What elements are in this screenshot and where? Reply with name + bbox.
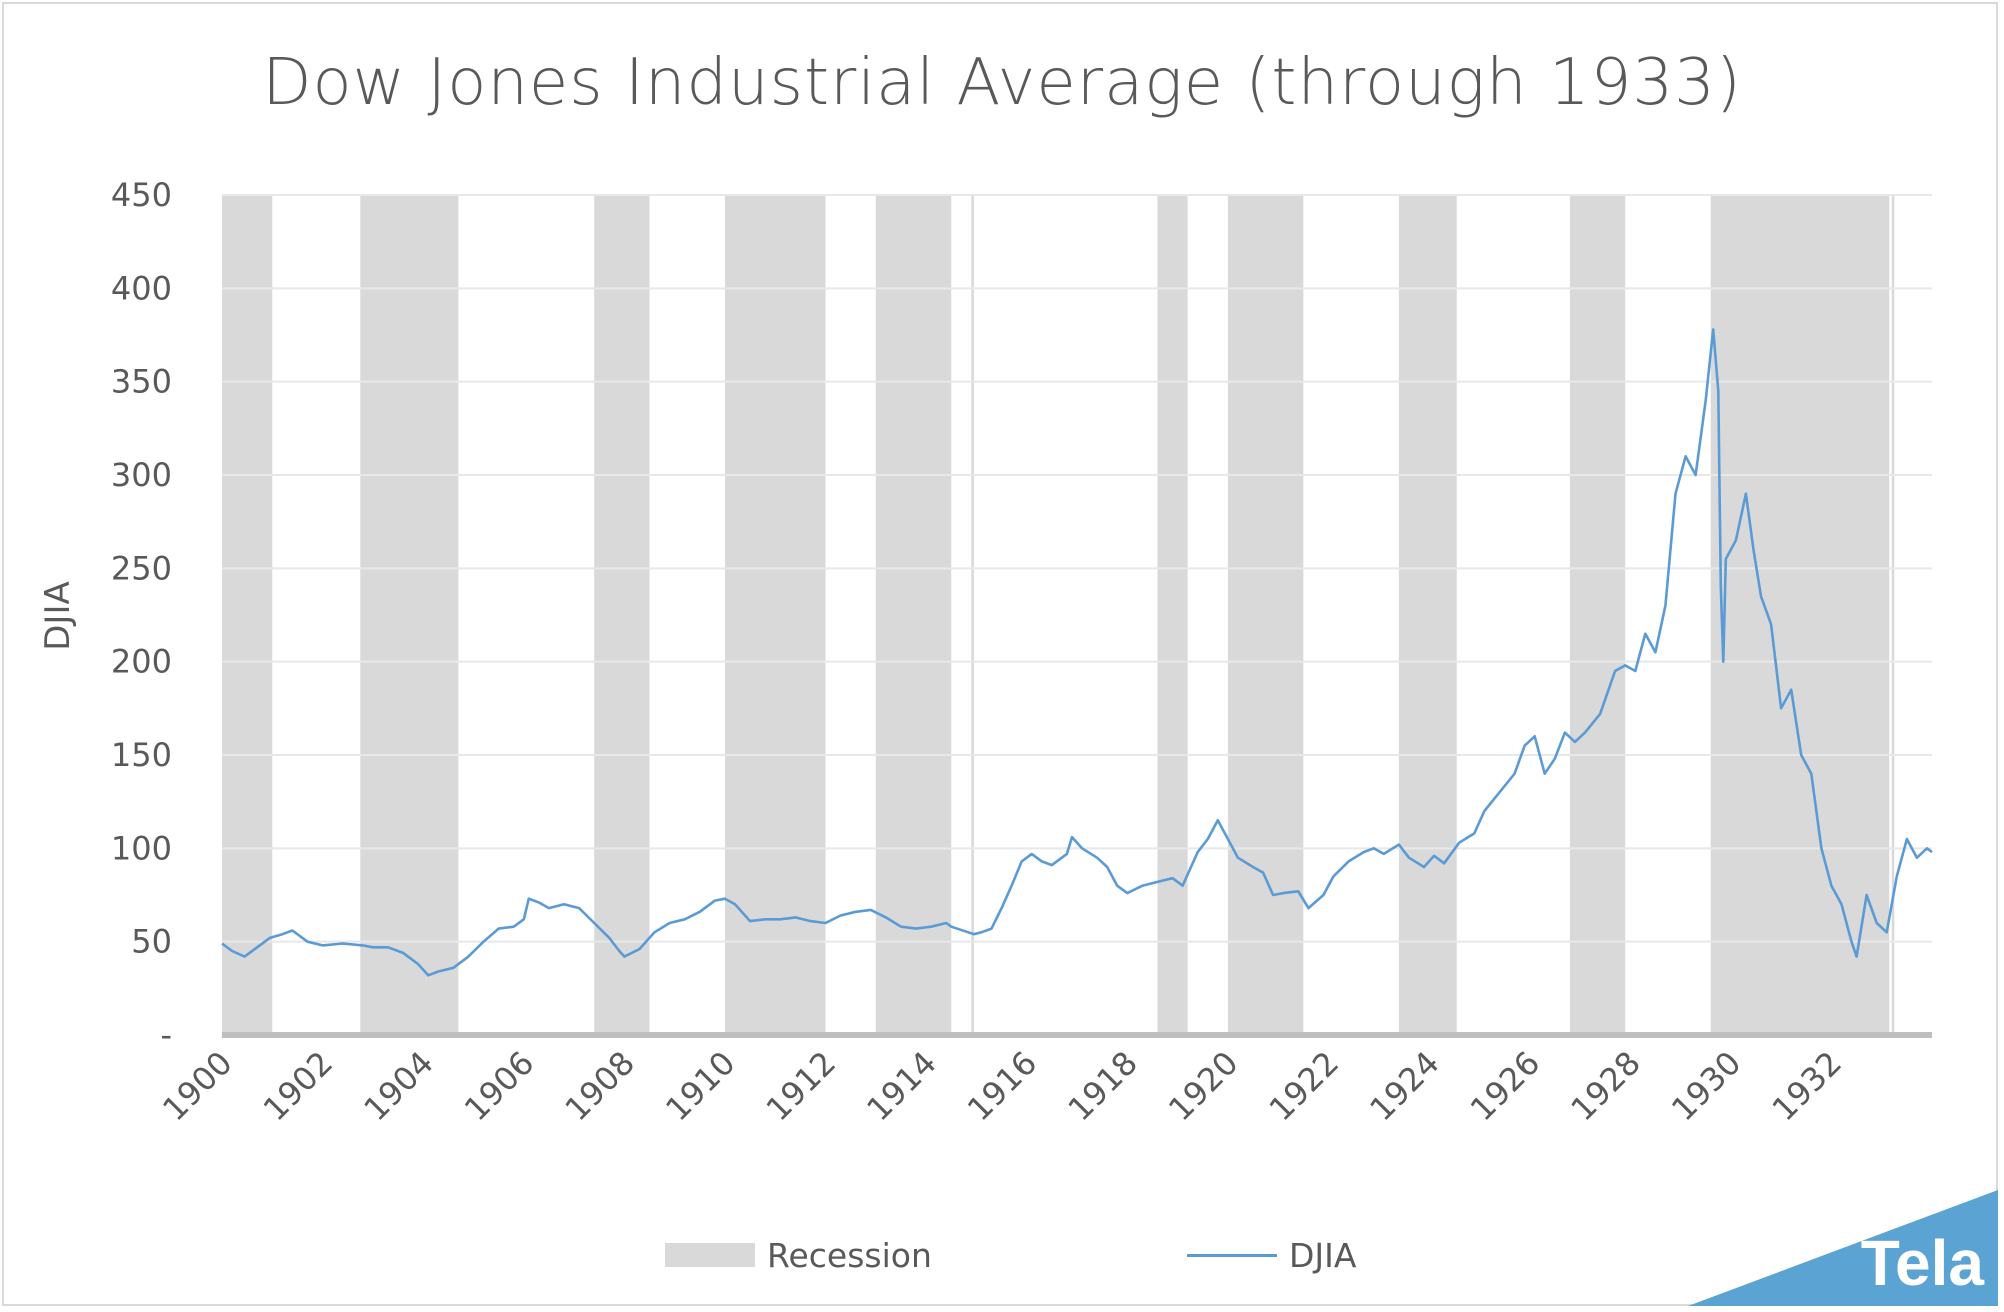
x-tick-label: 1908 [558,1044,642,1128]
brand-triangle [1688,1190,1998,1306]
x-tick-label: 1930 [1664,1044,1748,1128]
y-tick-label: 300 [111,456,172,494]
legend-item-djia: DJIA [1187,1232,1356,1278]
legend-swatch-djia [1187,1253,1277,1257]
x-tick-label: 1902 [256,1044,340,1128]
legend-item-recession: Recession [665,1232,932,1278]
y-tick-label: 50 [131,923,172,961]
legend-swatch-recession [665,1243,755,1267]
brand-logo-text: Tela [1860,1227,1984,1299]
y-tick-labels: - 50 100 150 200 250 300 350 400 450 [111,176,172,1054]
x-tick-label: 1916 [960,1044,1044,1128]
legend-label-djia: DJIA [1289,1235,1357,1275]
y-tick-label: 100 [111,829,172,867]
recession-band-2 [594,195,650,1035]
x-tick-label: 1904 [356,1044,440,1128]
recession-band-9 [1569,195,1626,1035]
recession-band-0 [222,195,273,1035]
legend-label-recession: Recession [767,1235,932,1275]
x-tick-label: 1906 [457,1044,541,1128]
x-tick-label: 1924 [1362,1044,1446,1128]
y-tick-label: 200 [111,643,172,681]
y-tick-label: 350 [111,363,172,401]
y-tick-label: - [160,1016,172,1054]
x-tick-label: 1900 [155,1044,239,1128]
y-tick-label: 250 [111,549,172,587]
legend: Recession DJIA [0,1232,2004,1278]
x-tick-label: 1920 [1161,1044,1245,1128]
y-tick-label: 450 [111,176,172,214]
gridlines [222,194,1932,943]
recession-band-8 [1398,195,1457,1035]
recession-band-7 [1227,195,1304,1035]
recession-band-6 [1157,195,1188,1035]
recession-band-5 [971,195,974,1035]
x-tick-label: 1932 [1765,1044,1849,1128]
recession-band-1 [360,195,459,1035]
x-tick-label: 1926 [1463,1044,1547,1128]
recession-band-3 [724,195,826,1035]
recession-band-4 [875,195,952,1035]
y-tick-label: 400 [111,269,172,307]
x-tick-label: 1912 [759,1044,843,1128]
x-tick-label: 1910 [658,1044,742,1128]
x-tick-label: 1914 [859,1044,943,1128]
x-tick-label: 1928 [1563,1044,1647,1128]
y-tick-label: 150 [111,736,172,774]
chart-title: Dow Jones Industrial Average (through 19… [262,46,1742,120]
x-tick-labels: 1900 1902 1904 1906 1908 1910 1912 1914 1916 1918… [155,1044,1849,1128]
x-tick-label: 1918 [1060,1044,1144,1128]
recession-bands [222,195,1895,1035]
series [221,328,1933,977]
x-tick-label: 1922 [1262,1044,1346,1128]
series-line-djia [221,328,1933,977]
recession-band-11 [1891,195,1895,1035]
recession-band-10 [1710,195,1890,1035]
